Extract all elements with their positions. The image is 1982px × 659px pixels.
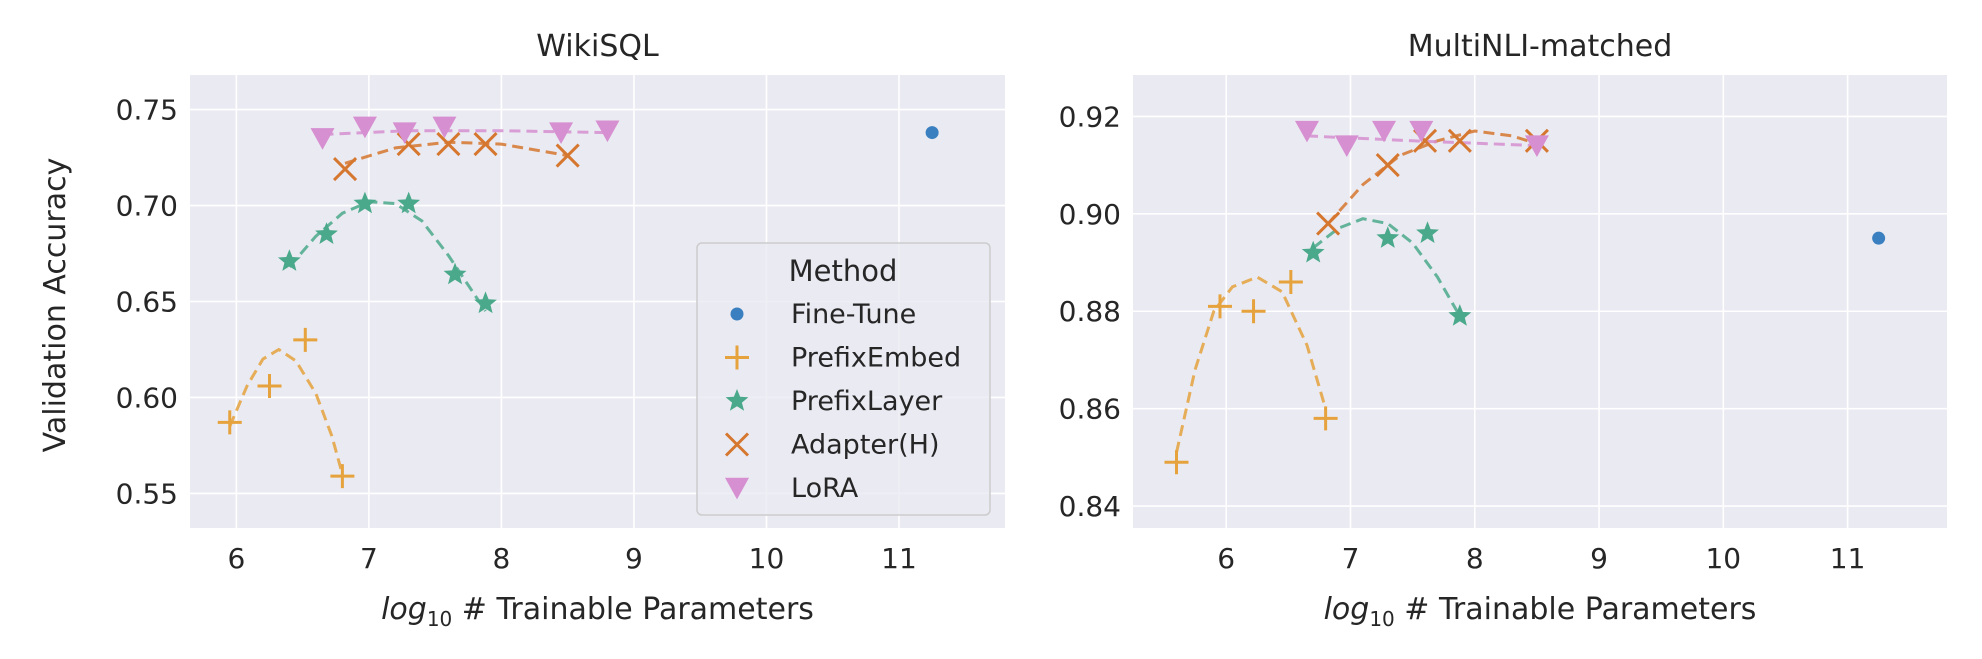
x-axis-label: log10 # Trainable Parameters [381,592,814,631]
point-lora [1524,135,1549,158]
point-prefixembed [330,464,355,489]
x-tick-label: 6 [1217,542,1235,575]
point-lora [595,120,620,143]
point-lora [1372,120,1397,143]
y-tick-label: 0.75 [116,94,178,127]
point-adapter [1375,153,1400,178]
point-prefixembed [1207,294,1232,319]
x-tick-label: 11 [1830,542,1866,575]
point-prefixlayer [1376,226,1400,248]
point-lora [432,116,457,139]
legend-marker-lora [725,477,749,500]
x-axis-label: log10 # Trainable Parameters [1324,592,1757,631]
x-tick-label: 9 [1590,542,1608,575]
point-prefixembed [1164,450,1189,475]
point-lora [1409,120,1434,143]
legend-label-prefixlayer: PrefixLayer [791,386,943,417]
point-adapter [1447,128,1472,153]
chart-panel-2: 6 7 8 9 10 11 0.84 0.86 0.88 0.90 0.92 MultiNLI-mat… [1059,29,1947,631]
point-adapter [436,132,461,157]
x-tick-label: 10 [749,542,785,575]
x-tick-label: 11 [881,542,917,575]
point-prefixlayer [443,262,467,285]
x-tick-label: 8 [1466,542,1484,575]
y-tick-label: 0.55 [116,477,178,510]
y-tick-label: 0.90 [1059,198,1121,231]
point-finetune [925,126,939,140]
legend-marker-prefixembed [725,345,749,370]
point-prefixlayer [353,191,377,214]
point-lora [549,122,574,144]
panel-title: MultiNLI-matched [1408,29,1673,64]
point-adapter [332,156,358,182]
y-tick-label: 0.86 [1059,393,1121,426]
y-tick-label: 0.70 [116,190,178,223]
point-prefixlayer [1301,240,1325,263]
x-tick-label: 6 [227,542,245,575]
point-prefixlayer [278,249,301,271]
legend-label-prefixembed: PrefixEmbed [791,343,961,374]
y-tick-label: 0.88 [1059,295,1121,328]
y-tick-label: 0.60 [116,381,178,414]
x-tick-label: 9 [625,542,643,575]
trend-line-prefixembed [1175,275,1328,453]
x-tick-label: 8 [493,542,511,575]
y-tick-label: 0.92 [1059,100,1121,133]
legend-marker-finetune [730,307,744,321]
legend-marker-adapter [724,432,750,457]
trend-line-prefixembed [228,347,344,475]
point-prefixembed [1278,270,1303,295]
point-prefixembed [217,410,242,435]
point-lora [1294,120,1319,143]
y-axis-label: Validation Accuracy [38,158,73,453]
trend-line-adapter [1326,129,1544,225]
point-prefixlayer [315,222,338,244]
point-lora [392,122,417,144]
point-prefixembed [293,327,318,352]
point-lora [352,116,377,139]
panel-title: WikiSQL [536,29,659,64]
x-tick-label: 7 [360,542,378,575]
legend-label-adapter: Adapter(H) [791,430,940,461]
legend-marker-prefixlayer [725,389,749,411]
point-prefixembed [1241,299,1266,324]
point-lora [1334,135,1359,158]
legend-title: Method [789,254,898,288]
point-adapter [473,132,498,157]
point-adapter [1316,211,1341,236]
point-lora [310,128,335,150]
legend-label-lora: LoRA [791,473,859,504]
legend-box [696,242,991,516]
trend-line-prefixlayer [1312,217,1462,317]
point-prefixlayer [1448,304,1472,326]
x-tick-label: 7 [1342,542,1360,575]
y-tick-label: 0.84 [1059,490,1121,523]
point-prefixlayer [474,291,497,314]
point-prefixembed [257,373,282,398]
y-tick-label: 0.65 [116,286,178,319]
x-tick-label: 10 [1705,542,1741,575]
point-finetune [1872,231,1886,245]
point-adapter [555,143,580,168]
point-prefixembed [1313,406,1338,431]
legend-label-finetune: Fine-Tune [791,299,916,330]
legend: Method Fine-Tune PrefixEmbed PrefixLayer Ad… [696,242,991,516]
point-prefixlayer [1416,221,1439,243]
point-prefixlayer [397,191,421,214]
